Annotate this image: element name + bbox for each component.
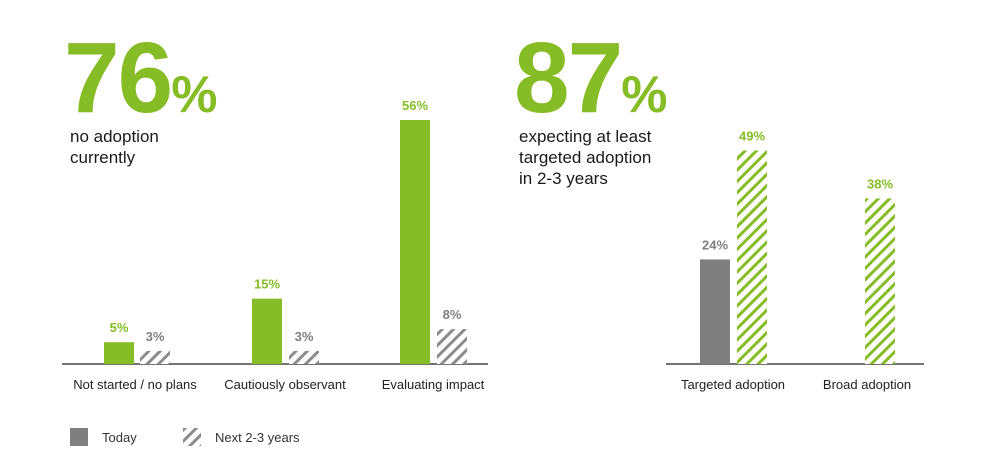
bar-next-2-3-years-1 <box>737 150 767 364</box>
data-label-today-2: 15% <box>254 277 280 292</box>
bar-next-2-3-years-2 <box>865 198 895 364</box>
stat-left: 76% <box>64 28 217 128</box>
category-label-2: Cautiously observant <box>224 377 346 392</box>
bar-next-2-3-years-1 <box>140 350 170 364</box>
bar-today-2 <box>252 298 282 364</box>
legend-today-swatch <box>70 428 88 446</box>
stat-left-desc-line1: no adoption <box>70 127 159 146</box>
bar-next-2-3-years-2 <box>289 350 319 364</box>
data-label-next-2-3-years-2: 38% <box>867 176 893 191</box>
data-label-today-1: 24% <box>702 237 728 252</box>
legend-next-label: Next 2-3 years <box>215 429 300 445</box>
data-label-next-2-3-years-1: 3% <box>146 329 165 344</box>
legend-next-swatch <box>183 428 201 446</box>
stat-left-number: 76 <box>64 22 173 134</box>
stat-right-desc-line3: in 2-3 years <box>519 169 608 188</box>
bar-next-2-3-years-3 <box>437 329 467 364</box>
stat-right-number: 87 <box>514 22 623 134</box>
stat-right-unit: % <box>621 66 667 124</box>
data-label-next-2-3-years-1: 49% <box>739 129 765 144</box>
bar-today-1 <box>104 342 134 364</box>
category-label-1: Targeted adoption <box>681 377 785 392</box>
stat-right: 87% <box>514 28 667 128</box>
category-label-2: Broad adoption <box>823 377 911 392</box>
data-label-today-1: 5% <box>110 320 129 335</box>
stat-left-desc-line2: currently <box>70 148 136 167</box>
category-label-3: Evaluating impact <box>382 377 485 392</box>
stat-right-desc-line2: targeted adoption <box>519 148 652 167</box>
data-label-next-2-3-years-2: 3% <box>295 329 314 344</box>
legend-today-label: Today <box>102 429 137 445</box>
legend-today: Today <box>70 428 137 446</box>
legend-next: Next 2-3 years <box>183 428 300 446</box>
category-label-1: Not started / no plans <box>73 377 197 392</box>
data-label-next-2-3-years-3: 8% <box>443 307 462 322</box>
stat-right-desc-line1: expecting at least <box>519 127 652 146</box>
stat-left-unit: % <box>171 66 217 124</box>
bar-today-3 <box>400 120 430 364</box>
chart-expected-adoption: 24% 49% Targeted adoption 38% Broad adoption <box>666 129 924 392</box>
stat-right-description: expecting at least targeted adoption in … <box>519 126 651 189</box>
data-label-today-3: 56% <box>402 98 428 113</box>
bar-today-1 <box>700 259 730 364</box>
chart-current-adoption: 5% 3% Not started / no plans 15% 3% Cautiousl… <box>62 98 488 392</box>
stat-left-description: no adoption currently <box>70 126 159 168</box>
